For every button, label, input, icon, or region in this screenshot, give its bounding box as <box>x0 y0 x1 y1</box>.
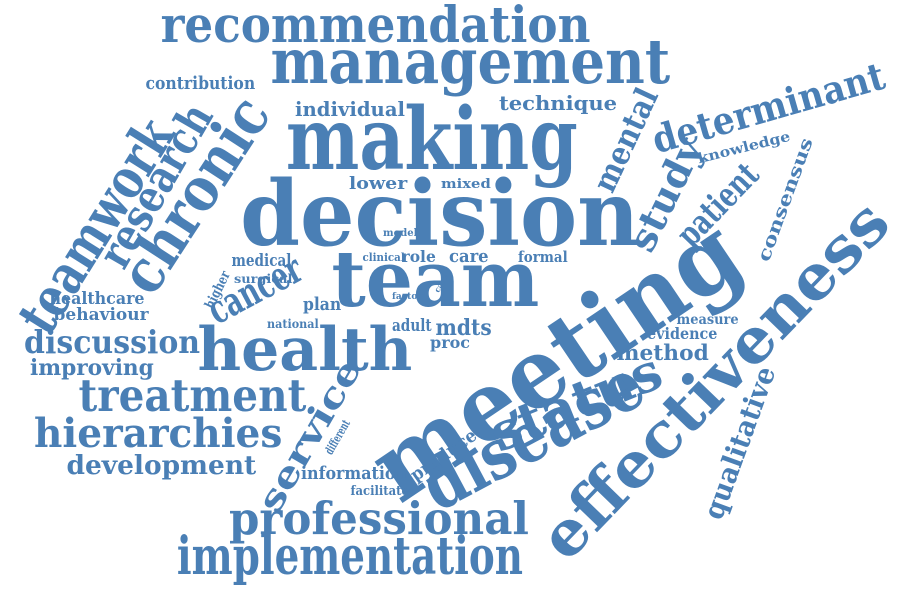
word-care: care <box>449 246 489 267</box>
word-technique: technique <box>498 91 618 115</box>
word-discussion: discussion <box>24 323 201 361</box>
word-health: health <box>197 315 413 385</box>
word-implementation: implementation <box>176 526 523 587</box>
word-plan: plan <box>302 294 342 315</box>
word-measure: measure <box>676 312 739 328</box>
word-team: team <box>330 234 539 325</box>
word-evidence: evidence <box>647 324 718 343</box>
word-treatment: treatment <box>78 368 306 422</box>
word-medical: medical <box>231 250 291 271</box>
word-making: making <box>285 89 578 190</box>
word-clinical: clinical <box>362 250 405 264</box>
word-mdts: mdts <box>435 315 492 341</box>
word-adult: adult <box>392 315 432 336</box>
word-method: method <box>615 339 709 365</box>
word-lower: lower <box>349 173 408 194</box>
word-formal: formal <box>517 247 568 266</box>
word-information: information <box>301 463 408 484</box>
word-proc: proc <box>430 333 471 352</box>
word-model: model <box>383 228 418 239</box>
word-improving: improving <box>30 355 154 381</box>
word-healthcare: healthcare <box>49 288 145 309</box>
word-factor: factor <box>392 291 423 302</box>
word-national: national <box>266 317 319 331</box>
word-management: management <box>270 25 670 98</box>
word-hierarchies: hierarchies <box>34 410 283 457</box>
word-professional: professional <box>228 491 529 545</box>
word-facilitate: facilitate <box>350 483 409 499</box>
word-mixed: mixed <box>441 176 491 192</box>
word-surgical: surgical <box>234 272 293 286</box>
word-individual: individual <box>295 97 406 121</box>
word-behaviour: behaviour <box>53 304 149 325</box>
word-role: role <box>401 247 436 266</box>
word-development: development <box>66 451 256 481</box>
word-recommendation: recommendation <box>160 0 591 54</box>
word-contribution: contribution <box>145 73 255 94</box>
word-decision: decision <box>240 161 640 267</box>
